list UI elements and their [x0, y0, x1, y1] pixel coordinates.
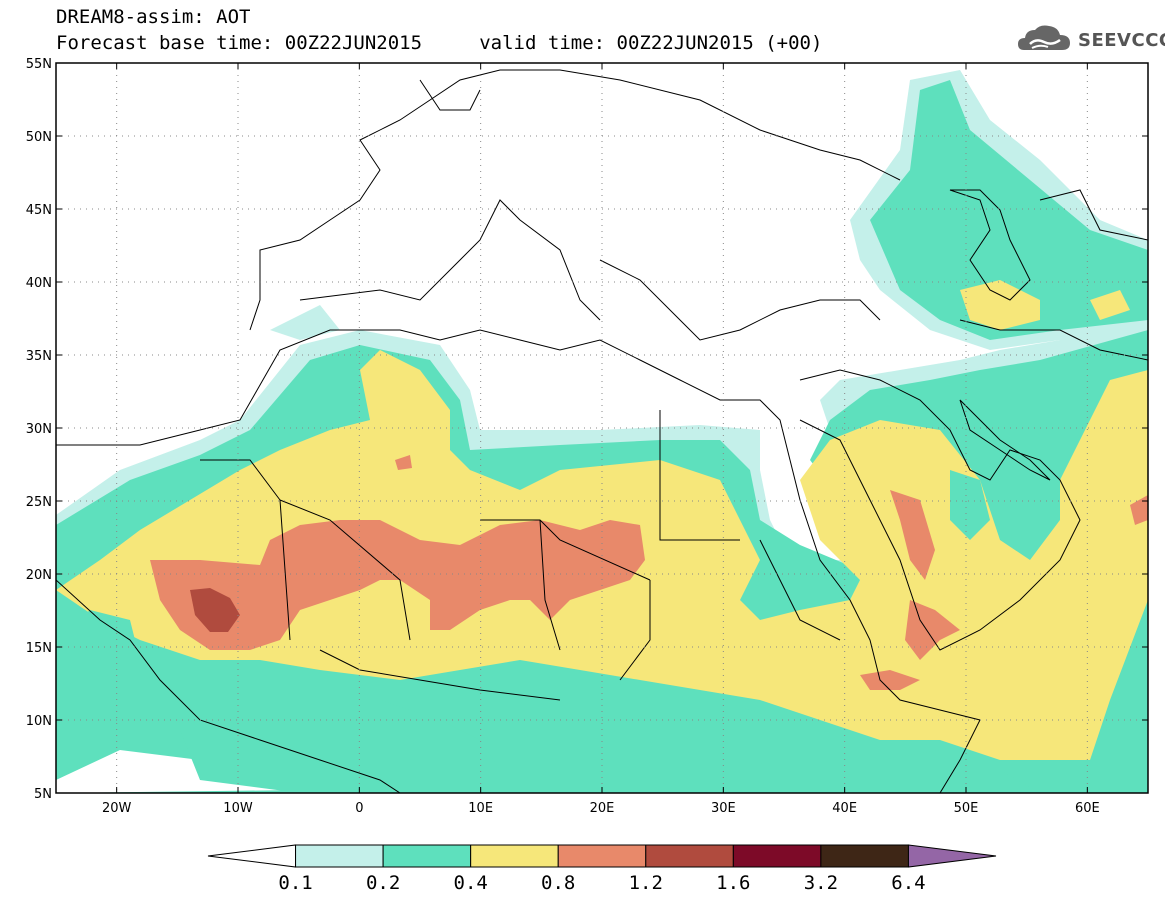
colorbar-level-label: 0.8 [541, 872, 575, 894]
colorbar: 0.1 0.2 0.4 0.8 1.2 1.6 3.2 6.4 [207, 844, 997, 894]
logo-text: SEEVCCC [1078, 30, 1165, 51]
colorbar-level-label: 0.4 [454, 872, 488, 894]
aot-band-1.2-1.6 [190, 588, 240, 632]
longitude-axis: 20W 10W 0 10E 20E 30E 40E 50E 60E [102, 63, 1100, 816]
lat-tick-label: 25N [26, 495, 52, 510]
lat-tick-label: 55N [26, 57, 52, 72]
colorbar-level-label: 1.2 [629, 872, 663, 894]
colorbar-segment [295, 844, 384, 868]
lon-tick-label: 60E [1075, 801, 1100, 816]
lat-tick-label: 5N [34, 787, 52, 802]
map-grid [56, 63, 1148, 793]
lat-tick-label: 15N [26, 641, 52, 656]
lat-tick-label: 40N [26, 276, 52, 291]
colorbar-segment [732, 844, 822, 868]
lat-tick-label: 50N [26, 130, 52, 145]
colorbar-level-label: 0.2 [366, 872, 400, 894]
title-line-2: Forecast base time: 00Z22JUN2015 valid t… [56, 32, 823, 54]
lon-tick-label: 10E [468, 801, 493, 816]
coastlines [56, 69, 1148, 793]
lat-tick-label: 20N [26, 568, 52, 583]
lon-tick-label: 0 [355, 801, 363, 816]
lon-tick-label: 10W [223, 801, 253, 816]
lon-tick-label: 20W [102, 801, 132, 816]
lat-tick-label: 45N [26, 203, 52, 218]
lon-tick-label: 20E [590, 801, 615, 816]
colorbar-level-label: 0.1 [278, 872, 312, 894]
lat-tick-label: 35N [26, 349, 52, 364]
lon-tick-label: 50E [954, 801, 979, 816]
aot-contours [56, 63, 1148, 793]
colorbar-segment [557, 844, 647, 868]
colorbar-segment [820, 844, 909, 868]
lat-tick-label: 30N [26, 422, 52, 437]
colorbar-segment [645, 844, 734, 868]
colorbar-segment [207, 844, 297, 868]
colorbar-segment [470, 844, 559, 868]
lon-tick-label: 40E [832, 801, 857, 816]
colorbar-level-label: 6.4 [891, 872, 925, 894]
colorbar-level-label: 1.6 [716, 872, 750, 894]
title-line-1: DREAM8-assim: AOT [56, 6, 251, 28]
lon-tick-label: 30E [711, 801, 736, 816]
lat-tick-label: 10N [26, 714, 52, 729]
cloud-icon [1018, 25, 1070, 50]
colorbar-level-label: 3.2 [804, 872, 838, 894]
colorbar-segment [382, 844, 472, 868]
seevccc-logo: SEEVCCC [1016, 20, 1165, 56]
latitude-axis: 55N 50N 45N 40N 35N 30N 25N 20N 15N 10N 5N [26, 57, 1148, 802]
colorbar-segment [907, 844, 997, 868]
